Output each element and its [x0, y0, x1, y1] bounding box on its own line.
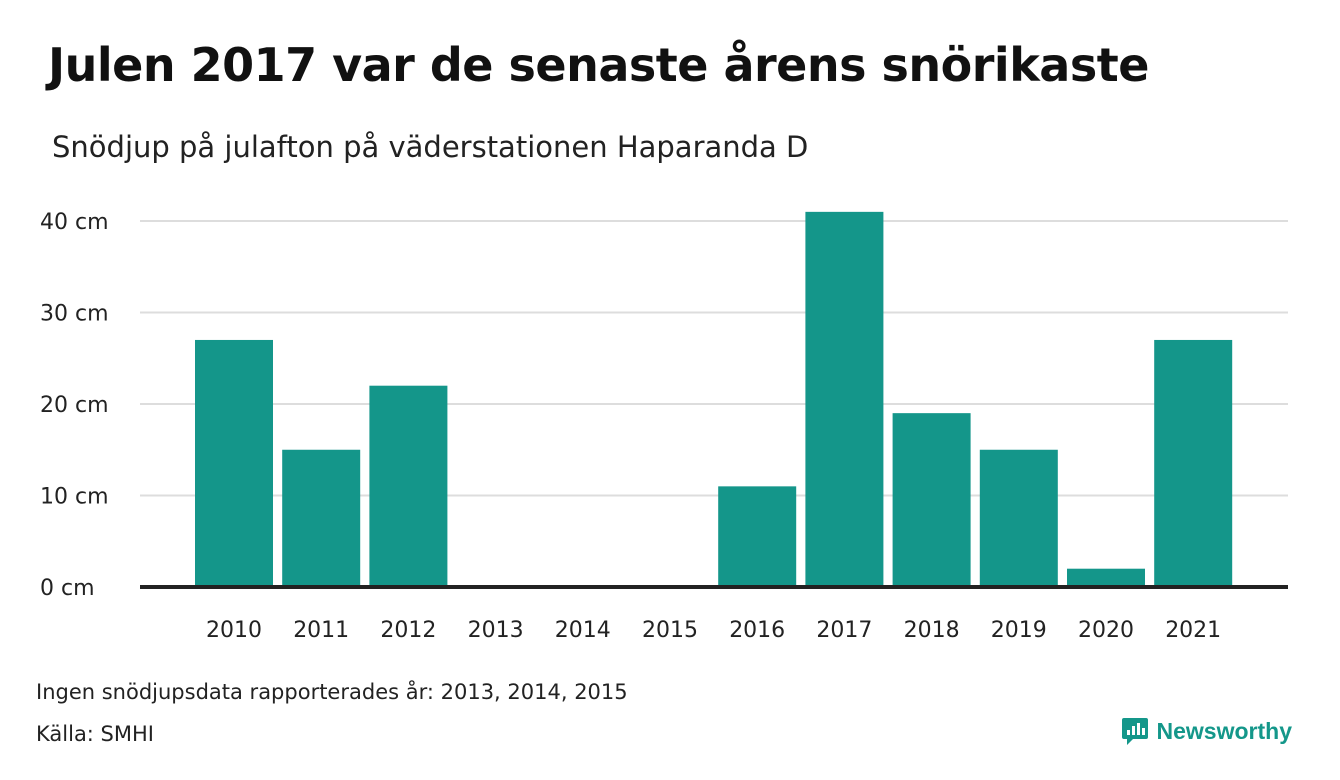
y-axis-labels: 0 cm 10 cm 20 cm 30 cm 40 cm [40, 210, 109, 601]
x-tick-label: 2019 [991, 618, 1047, 643]
bar [369, 385, 448, 587]
x-tick-label: 2020 [1078, 618, 1134, 643]
chart-title: Julen 2017 var de senaste årens snörikas… [48, 38, 1149, 92]
bar [805, 211, 884, 587]
x-tick-label: 2014 [555, 618, 611, 643]
y-tick-label: 20 cm [40, 393, 109, 418]
bar [195, 339, 273, 587]
source-credit: Källa: SMHI [36, 722, 154, 746]
bars [195, 211, 1233, 587]
x-tick-label: 2017 [816, 618, 872, 643]
x-tick-label: 2010 [206, 618, 262, 643]
x-tick-label: 2012 [380, 618, 436, 643]
x-tick-label: 2011 [293, 618, 349, 643]
x-tick-label: 2021 [1165, 618, 1221, 643]
newsworthy-logo-text: Newsworthy [1156, 717, 1292, 744]
x-tick-label: 2013 [468, 618, 524, 643]
bar [1067, 568, 1145, 587]
grid-lines [140, 220, 1288, 497]
y-tick-label: 30 cm [40, 302, 109, 327]
chart-subtitle: Snödjup på julafton på väderstationen Ha… [52, 130, 809, 164]
newsworthy-logo-icon [1121, 718, 1148, 745]
footnote: Ingen snödjupsdata rapporterades år: 201… [36, 680, 628, 704]
y-tick-label: 40 cm [40, 210, 109, 235]
x-axis-labels: 2010 2011 2012 2013 2014 2015 2016 2017 2018 2019… [206, 618, 1221, 643]
x-tick-label: 2016 [729, 618, 785, 643]
bar [979, 449, 1058, 587]
y-tick-label: 10 cm [40, 485, 109, 510]
newsworthy-logo: Newsworthy [1121, 716, 1292, 746]
bar [718, 486, 797, 587]
bar [892, 413, 971, 587]
x-tick-label: 2015 [642, 618, 698, 643]
y-tick-label: 0 cm [40, 576, 95, 601]
bar [282, 449, 361, 587]
x-tick-label: 2018 [904, 618, 960, 643]
bar [1154, 339, 1233, 587]
